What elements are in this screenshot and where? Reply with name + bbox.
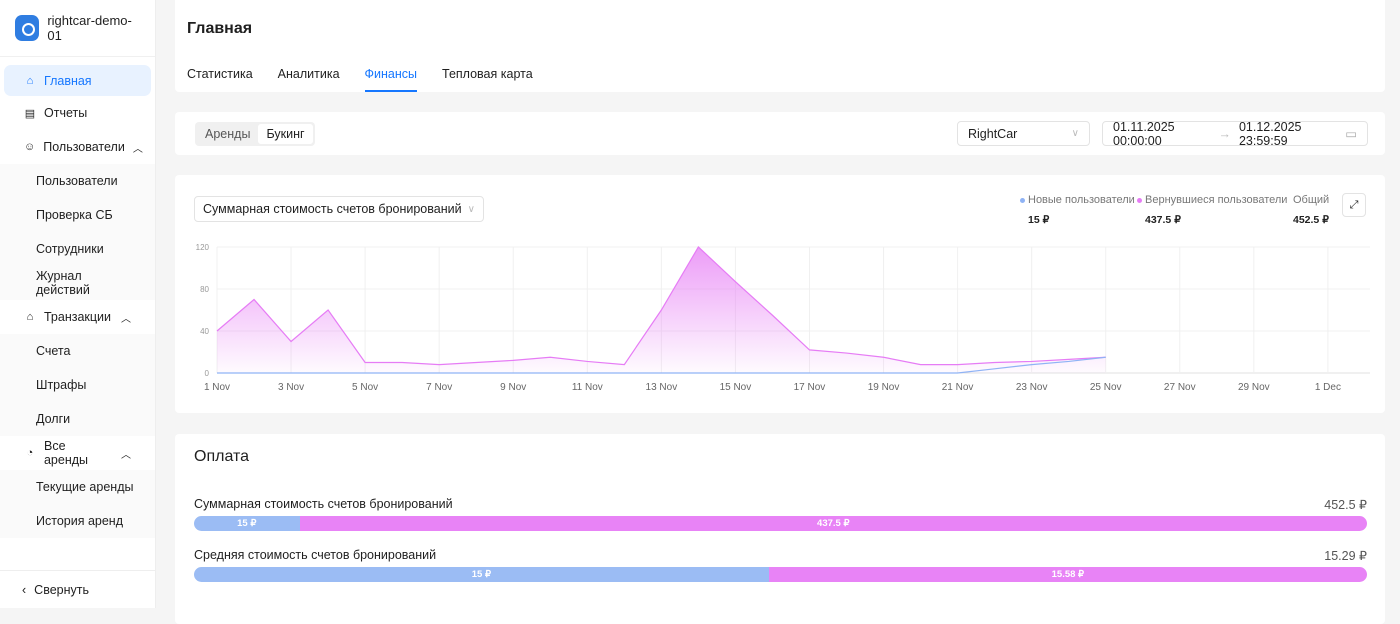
chart-card: Суммарная стоимость счетов бронирований∨… [175, 175, 1385, 413]
x-tick-label: 1 Dec [1315, 382, 1341, 393]
x-tick-label: 11 Nov [572, 382, 603, 393]
date-range-picker[interactable]: 01.11.2025 00:00:00 → 01.12.2025 23:59:59 ▭ [1102, 121, 1368, 146]
filter-bar: Аренды Букинг RightCar ∨ 01.11.2025 00:00… [175, 112, 1385, 155]
label: Отчеты [44, 106, 87, 120]
label: Текущие аренды [36, 480, 133, 494]
date-to[interactable]: 01.12.2025 23:59:59 [1239, 120, 1337, 148]
bar-new-users[interactable]: 15 ₽ [194, 567, 769, 582]
x-tick-label: 5 Nov [352, 382, 378, 393]
tab-analytics[interactable]: Аналитика [278, 67, 340, 92]
payment-card: Оплата Суммарная стоимость счетов бронир… [175, 434, 1385, 624]
label: Журнал действий [36, 269, 135, 297]
stacked-bar: 15 ₽15.58 ₽ [194, 567, 1367, 582]
label: Счета [36, 344, 70, 358]
payment-row: Суммарная стоимость счетов бронирований … [194, 497, 1367, 531]
company-select[interactable]: RightCar ∨ [957, 121, 1090, 146]
x-tick-label: 15 Nov [720, 382, 752, 393]
chevron-down-icon: ∨ [1072, 128, 1079, 139]
bar-returning-users[interactable]: 15.58 ₽ [769, 567, 1367, 582]
label: Долги [36, 412, 70, 426]
sidebar-item-security-check[interactable]: Проверка СБ [0, 198, 155, 232]
reports-icon: ▤ [24, 107, 36, 120]
x-tick-label: 29 Nov [1238, 382, 1270, 393]
x-tick-label: 3 Nov [278, 382, 304, 393]
x-tick-label: 17 Nov [794, 382, 826, 393]
x-tick-label: 21 Nov [942, 382, 974, 393]
x-tick-label: 9 Nov [500, 382, 526, 393]
y-tick-label: 120 [196, 243, 210, 252]
y-tick-label: 0 [205, 369, 210, 378]
page-header: Главная Статистика Аналитика Финансы Теп… [175, 0, 1385, 92]
sidebar-group-transactions[interactable]: ⌂ Транзакции ︿ [4, 300, 151, 334]
bar-returning-users[interactable]: 437.5 ₽ [300, 516, 1367, 531]
sidebar-item-invoices[interactable]: Счета [0, 334, 155, 368]
chevron-up-icon: ︿ [121, 310, 131, 325]
date-from[interactable]: 01.11.2025 00:00:00 [1113, 120, 1210, 148]
x-tick-label: 1 Nov [204, 382, 230, 393]
chevron-up-icon: ︿ [121, 446, 131, 461]
sidebar-item-current-rentals[interactable]: Текущие аренды [0, 470, 155, 504]
sidebar-group-users[interactable]: ☺ Пользователи ︿ [4, 130, 151, 164]
sidebar-item-employees[interactable]: Сотрудники [0, 232, 155, 266]
calendar-icon: ▭ [1345, 126, 1357, 141]
row-label: Суммарная стоимость счетов бронирований [194, 497, 1367, 511]
sidebar-item-fines[interactable]: Штрафы [0, 368, 155, 402]
label: Штрафы [36, 378, 86, 392]
row-label: Средняя стоимость счетов бронирований [194, 548, 1367, 562]
payment-row: Средняя стоимость счетов бронирований 15… [194, 548, 1367, 582]
brand-name: rightcar-demo-01 [47, 13, 140, 43]
tab-heatmap[interactable]: Тепловая карта [442, 67, 533, 92]
label: Пользователи [36, 174, 118, 188]
page-title: Главная [187, 20, 252, 38]
users-icon: ☺ [24, 141, 35, 153]
sidebar-item-rental-history[interactable]: История аренд [0, 504, 155, 538]
sidebar-item-debts[interactable]: Долги [0, 402, 155, 436]
sidebar-item-home[interactable]: ⌂ Главная [4, 65, 151, 96]
brand[interactable]: rightcar-demo-01 [0, 0, 155, 57]
row-total: 15.29 ₽ [1324, 548, 1367, 563]
label: Пользователи [43, 140, 125, 154]
collapse-button[interactable]: ‹ Свернуть [0, 570, 155, 608]
label: Транзакции [44, 310, 111, 324]
arrow-right-icon: → [1218, 127, 1231, 141]
chevron-left-icon: ‹ [22, 583, 26, 597]
row-total: 452.5 ₽ [1324, 497, 1367, 512]
segment-booking[interactable]: Букинг [258, 124, 312, 144]
x-tick-label: 13 Nov [646, 382, 678, 393]
label: Проверка СБ [36, 208, 113, 222]
section-title: Оплата [194, 448, 249, 466]
chevron-up-icon: ︿ [133, 140, 143, 155]
label: История аренд [36, 514, 123, 528]
y-tick-label: 80 [200, 285, 209, 294]
home-icon: ⌂ [24, 75, 36, 87]
sidebar-item-action-log[interactable]: Журнал действий [0, 266, 155, 300]
segmented-control: Аренды Букинг [195, 122, 315, 146]
sidebar-item-reports[interactable]: ▤ Отчеты [4, 96, 151, 130]
stacked-bar: 15 ₽437.5 ₽ [194, 516, 1367, 531]
label: Главная [44, 74, 92, 88]
bar-new-users[interactable]: 15 ₽ [194, 516, 300, 531]
label: Свернуть [34, 583, 89, 597]
tab-statistics[interactable]: Статистика [187, 67, 253, 92]
selected-value: RightCar [968, 127, 1017, 141]
logo-icon [15, 15, 39, 41]
x-tick-label: 27 Nov [1164, 382, 1196, 393]
y-tick-label: 40 [200, 327, 209, 336]
label: Все аренды [44, 439, 113, 467]
bank-icon: ⌂ [24, 311, 36, 323]
sidebar: rightcar-demo-01 ⌂ Главная ▤ Отчеты ☺ Польз… [0, 0, 156, 608]
x-tick-label: 7 Nov [426, 382, 452, 393]
x-tick-label: 19 Nov [868, 382, 900, 393]
x-tick-label: 23 Nov [1016, 382, 1048, 393]
segment-rentals[interactable]: Аренды [197, 124, 258, 144]
label: Сотрудники [36, 242, 104, 256]
sidebar-group-rentals[interactable]: ◔ Все аренды ︿ [4, 436, 151, 470]
tab-finance[interactable]: Финансы [365, 67, 417, 92]
line-chart: 0 40 80 120 1 Nov 3 Nov 5 Nov 7 Nov 9 Nov 11 Nov 1… [175, 175, 1385, 413]
x-tick-label: 25 Nov [1090, 382, 1122, 393]
sidebar-item-users[interactable]: Пользователи [0, 164, 155, 198]
dashboard-icon: ◔ [24, 447, 36, 459]
